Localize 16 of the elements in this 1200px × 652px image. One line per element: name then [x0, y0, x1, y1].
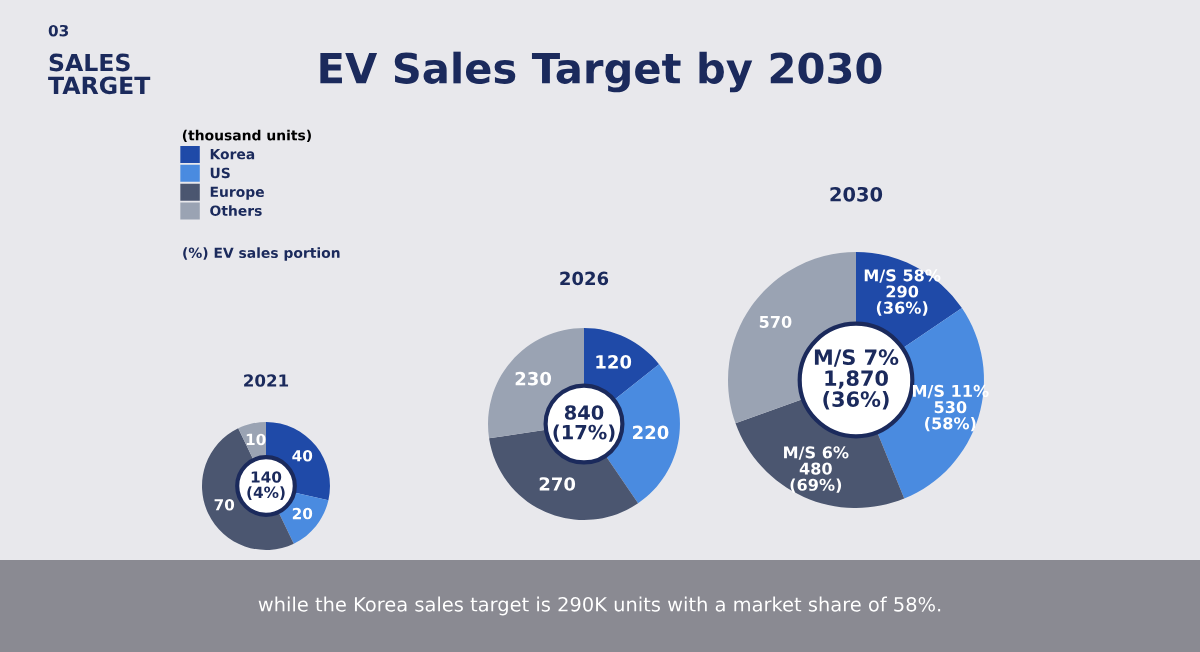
chart-title: 2026 — [560, 271, 609, 286]
text: 2021 — [244, 374, 289, 387]
donut-slice — [202, 428, 294, 550]
data-label: 220 — [633, 425, 669, 440]
data-label: 270 — [539, 477, 576, 491]
text: while the Korea sales target is 290K units with a market share of 58%. — [258, 596, 941, 616]
text: 840 (17%) — [553, 405, 615, 442]
data-label: 120 — [596, 355, 632, 369]
donut-slice — [584, 328, 660, 401]
chart-title: 2030 — [830, 186, 883, 202]
data-label: 230 — [515, 371, 552, 386]
data-label: M/S 6% 480 (69%) — [784, 446, 849, 493]
text: EV Sales Target by 2030 — [320, 51, 882, 93]
data-label: 570 — [759, 315, 792, 328]
text: M/S 7% 1,870 (36%) — [814, 349, 899, 410]
text: SALES TARGET — [48, 53, 151, 95]
